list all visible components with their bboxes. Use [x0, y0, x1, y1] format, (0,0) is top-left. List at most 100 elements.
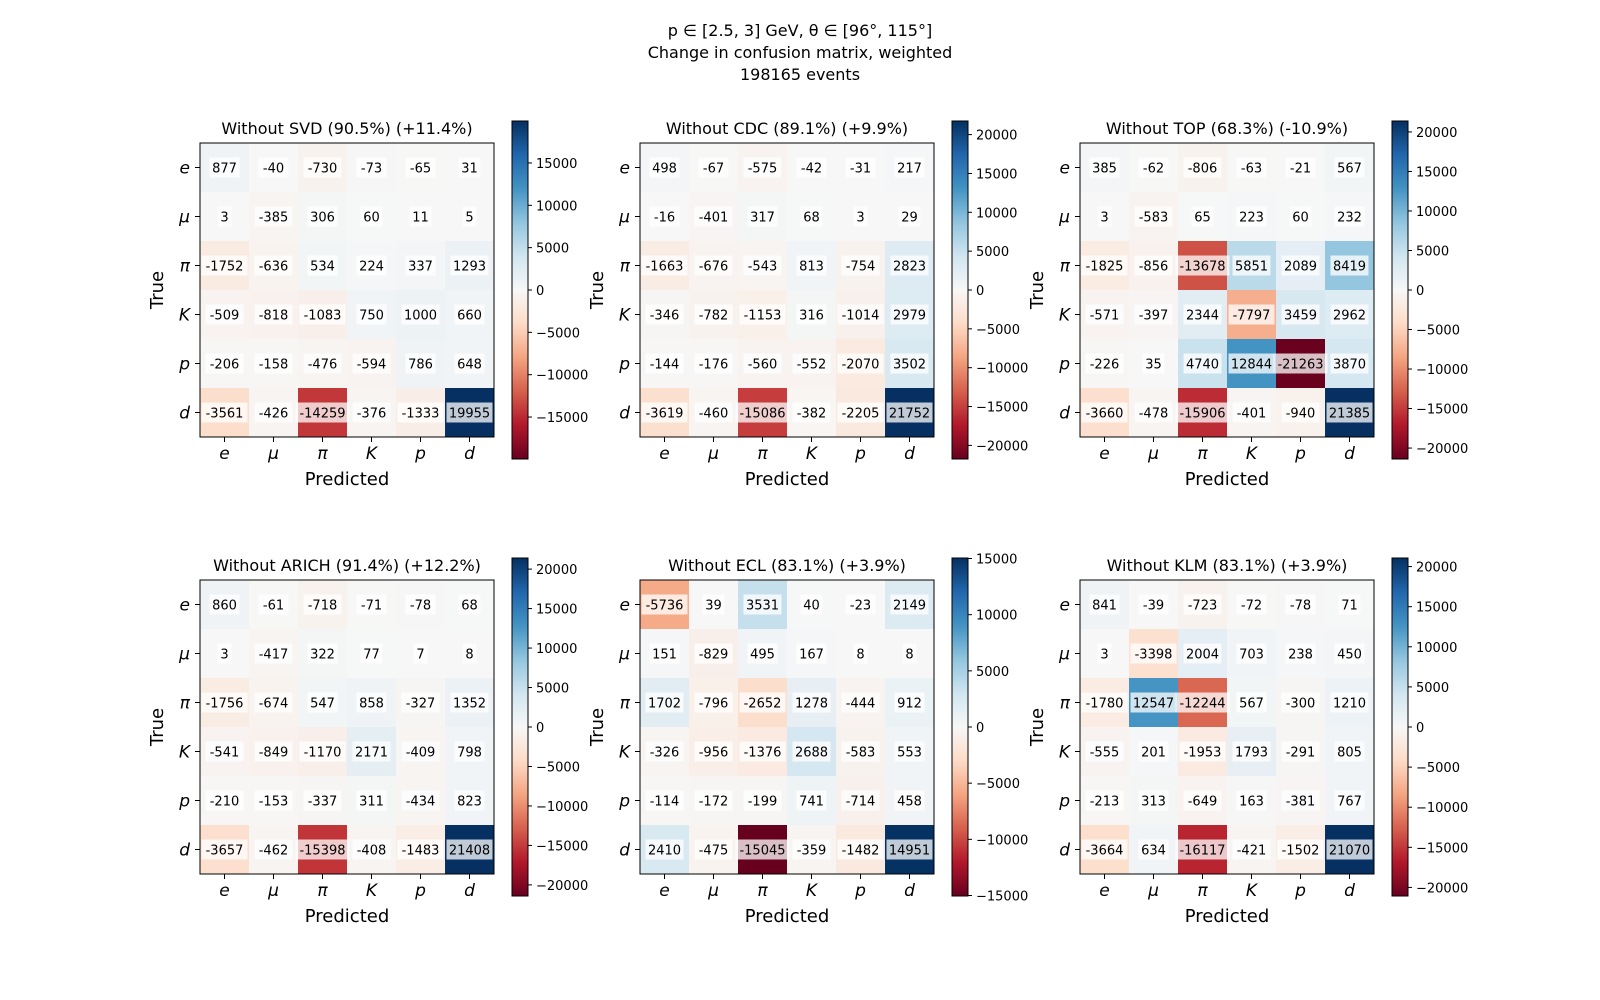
cell-label-box [254, 692, 293, 713]
cell-label-box [205, 790, 244, 811]
cell-value-label: -401 [699, 211, 729, 226]
cell-value-label: -65 [410, 162, 431, 177]
y-tick-label: K [619, 306, 632, 326]
cell-label-box [356, 692, 387, 713]
cell-label-box [1236, 643, 1267, 664]
cell-value-label: -15398 [299, 844, 345, 859]
cell-label-box [1281, 255, 1320, 276]
cell-value-label: 68 [803, 211, 820, 226]
cell-label-box [1134, 206, 1173, 227]
heatmap-frame [1079, 579, 1375, 875]
cell-label-box [735, 839, 790, 860]
colorbar-tick-label: 15000 [536, 603, 577, 618]
cell-label-box [352, 402, 391, 423]
y-tick-label: π [1060, 694, 1071, 714]
cell-value-label: 21385 [1329, 407, 1370, 422]
cell-label-box [1228, 353, 1275, 374]
y-tick-label: π [180, 694, 191, 714]
cell-label-box [454, 790, 485, 811]
colorbar-tick-label: 10000 [976, 206, 1017, 221]
cell-label-box [1334, 790, 1365, 811]
cell-value-label: 3 [1100, 648, 1108, 663]
cell-label-box [1183, 157, 1222, 178]
x-tick-label: K [366, 881, 379, 901]
colorbar-tick-label: −15000 [976, 889, 1028, 904]
cell-value-label: 450 [1337, 648, 1362, 663]
cell-value-label: -3619 [646, 407, 684, 422]
colorbar-tick-label: −20000 [976, 439, 1028, 454]
cell-value-label: 458 [897, 795, 922, 810]
cell-value-label: 8419 [1333, 260, 1366, 275]
x-axis-label: Predicted [1185, 906, 1270, 927]
cell-label-box [890, 255, 929, 276]
cell-value-label: 798 [457, 746, 482, 761]
colorbar-tick-label: −15000 [536, 839, 588, 854]
cell-value-label: -72 [1241, 599, 1262, 614]
cell-value-label: 1352 [453, 697, 486, 712]
x-tick-label: π [317, 881, 328, 901]
colorbar-tick-label: 0 [976, 284, 984, 299]
cell-label-box [209, 594, 240, 615]
cell-label-box [1232, 255, 1271, 276]
cell-label-box [1183, 594, 1222, 615]
cell-label-box [894, 790, 925, 811]
cell-value-label: 60 [1292, 211, 1309, 226]
y-tick-label: p [618, 792, 630, 812]
cell-value-label: 750 [359, 309, 384, 324]
cell-label-box [1175, 402, 1230, 423]
cell-value-label: 805 [1337, 746, 1362, 761]
y-tick-label: π [180, 257, 191, 277]
y-axis-label: True [147, 271, 168, 310]
colorbar-tick-label: 15000 [976, 553, 1017, 568]
y-tick-label: K [1059, 306, 1072, 326]
cell-value-label: -31 [850, 162, 871, 177]
heatmap-panel-4: 860 -61 -718 -71 -78 683 -417 322 77 7 8-1756 -674 5… [147, 556, 588, 927]
cell-value-label: 322 [310, 648, 335, 663]
cell-value-label: -475 [699, 844, 729, 859]
cell-label-box [1281, 790, 1320, 811]
cell-label-box [352, 741, 391, 762]
colorbar [951, 120, 969, 460]
cell-value-label: 3531 [746, 599, 779, 614]
heatmap-frame [639, 579, 935, 875]
cell-value-label: -849 [259, 746, 289, 761]
cell-label-box [1334, 643, 1365, 664]
cell-label-box [1236, 206, 1267, 227]
colorbar [511, 120, 529, 460]
x-tick-label: p [414, 881, 426, 901]
cell-label-box [796, 157, 827, 178]
cell-value-label: -5736 [646, 599, 684, 614]
heatmap-frame [639, 142, 935, 438]
cell-label-box [694, 692, 733, 713]
cell-label-box [401, 790, 440, 811]
cell-label-box [1138, 594, 1169, 615]
cell-value-label: 39 [705, 599, 722, 614]
cell-label-box [205, 304, 244, 325]
panel-title: Without CDC (89.1%) (+9.9%) [666, 119, 908, 138]
cell-label-box [886, 839, 933, 860]
cell-label-box [1138, 839, 1169, 860]
cell-label-box [902, 643, 917, 664]
y-tick-label: e [180, 596, 190, 616]
heatmap-frame [199, 579, 495, 875]
y-axis-label: True [1027, 271, 1048, 310]
cell-label-box [1236, 692, 1267, 713]
cell-value-label: -1663 [646, 260, 684, 275]
cell-label-box [694, 304, 733, 325]
y-tick-label: d [1059, 404, 1070, 424]
cell-value-label: -730 [308, 162, 338, 177]
cell-label-box [894, 157, 925, 178]
cell-value-label: 567 [1337, 162, 1362, 177]
cell-value-label: 31 [461, 162, 478, 177]
cell-label-box [454, 353, 485, 374]
cell-label-box [446, 839, 493, 860]
cell-label-box [397, 402, 444, 423]
cell-label-box [1338, 594, 1361, 615]
cell-value-label: -12244 [1179, 697, 1225, 712]
cell-label-box [792, 839, 831, 860]
cell-label-box [356, 594, 387, 615]
cell-label-box [1081, 402, 1128, 423]
cell-value-label: 21752 [889, 407, 930, 422]
cell-value-label: 813 [799, 260, 824, 275]
